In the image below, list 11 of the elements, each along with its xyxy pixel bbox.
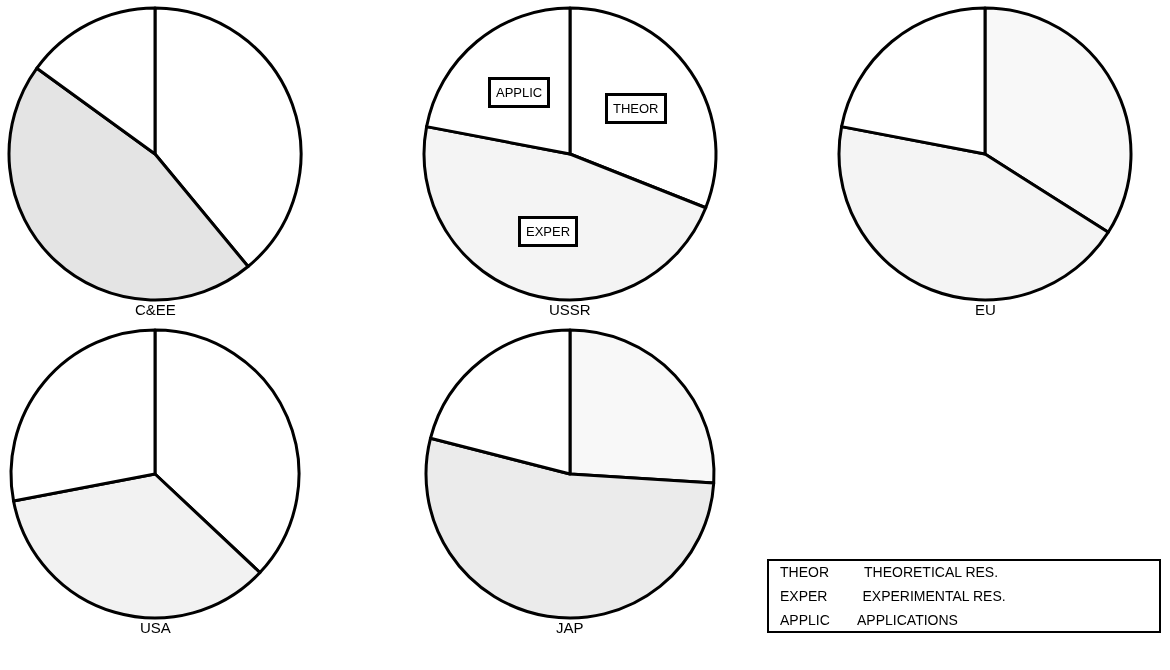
category-label: APPLIC APPLICATIONS [780,612,958,628]
slice-label: USSR [549,301,591,318]
data-label: APPLIC [496,85,543,100]
slice-label: JAP [556,619,584,636]
slice-label: C&EE [135,301,176,318]
category-label: THEOR THEORETICAL RES. [780,564,999,580]
data-label: EXPER [526,224,571,239]
category-label: EXPER EXPERIMENTAL RES. [780,588,1006,604]
slice-label: EU [975,301,996,318]
data-label: THEOR [613,101,659,116]
slice-label: USA [140,619,171,636]
